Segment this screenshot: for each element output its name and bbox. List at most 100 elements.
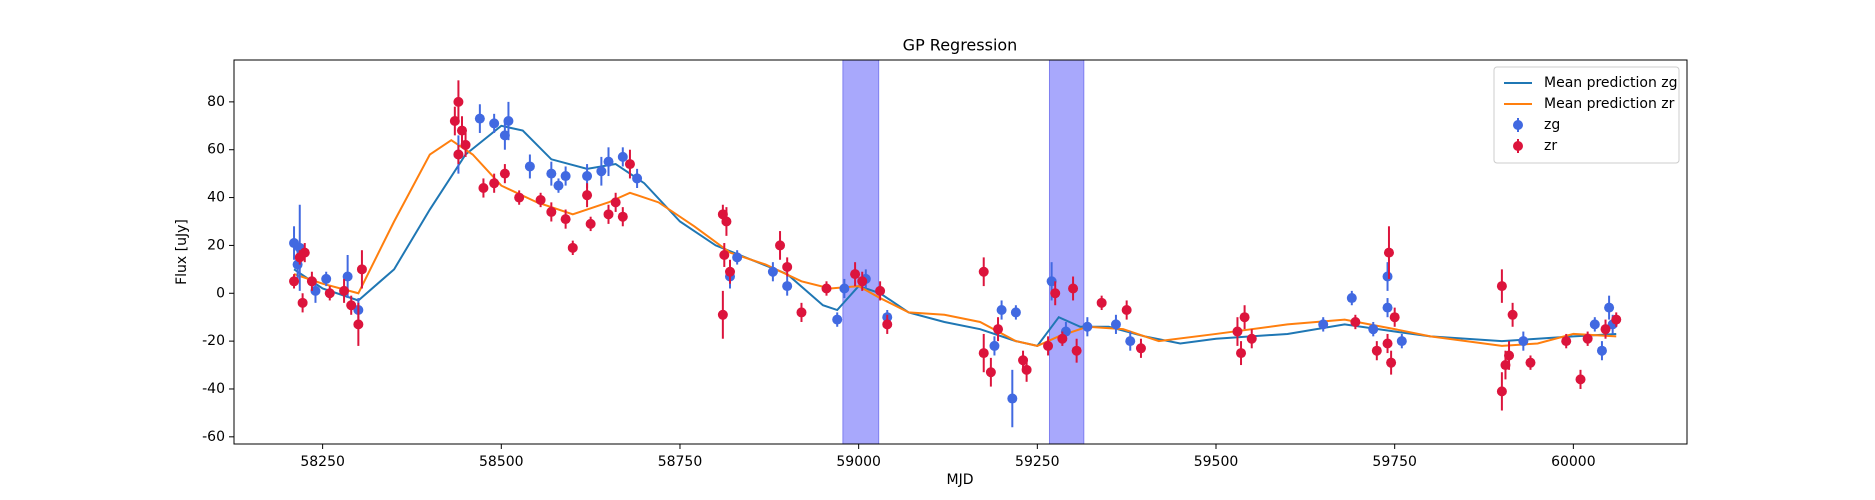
data-point <box>456 125 467 136</box>
axes-frame <box>233 59 1688 445</box>
data-point <box>1382 302 1393 313</box>
data-point <box>353 319 364 330</box>
y-tick-label: 60 <box>207 142 225 158</box>
data-point <box>324 288 335 299</box>
shaded-span <box>842 60 880 444</box>
data-point <box>449 116 460 127</box>
data-point <box>1068 283 1079 294</box>
data-point <box>1232 326 1243 337</box>
data-point <box>1021 364 1032 375</box>
x-tick-label: 59500 <box>1194 454 1239 470</box>
data-point <box>1043 340 1054 351</box>
data-point <box>832 314 843 325</box>
x-tick-label: 59750 <box>1372 454 1417 470</box>
data-point <box>460 139 471 150</box>
data-point <box>1589 319 1600 330</box>
data-point <box>725 266 736 277</box>
data-point <box>1575 374 1586 385</box>
y-tick-label: 40 <box>207 190 225 206</box>
legend-marker <box>1513 141 1523 151</box>
x-axis-label: MJD <box>947 472 974 488</box>
data-point <box>796 307 807 318</box>
data-point <box>1496 281 1507 292</box>
data-point <box>978 266 989 277</box>
plot-area <box>289 60 1622 444</box>
x-tick-label: 59000 <box>836 454 881 470</box>
data-point <box>1371 345 1382 356</box>
data-point <box>850 269 861 280</box>
data-point <box>553 180 564 191</box>
data-point <box>839 283 850 294</box>
data-point <box>1007 393 1018 404</box>
data-point <box>1604 302 1615 313</box>
y-tick-label: 0 <box>216 285 225 301</box>
x-tick-label: 59250 <box>1015 454 1060 470</box>
data-point <box>560 214 571 225</box>
legend-marker <box>1513 120 1523 130</box>
data-point <box>624 159 635 170</box>
data-point <box>582 190 593 201</box>
x-tick-label: 58250 <box>300 454 345 470</box>
data-point <box>503 116 514 127</box>
data-point <box>306 276 317 287</box>
data-point <box>1504 350 1515 361</box>
data-point <box>1525 357 1536 368</box>
data-point <box>499 168 510 179</box>
data-point <box>717 309 728 320</box>
data-point <box>632 173 643 184</box>
data-point <box>1382 271 1393 282</box>
data-point <box>1368 324 1379 335</box>
data-point <box>1246 333 1257 344</box>
x-tick-label: 58500 <box>479 454 524 470</box>
legend-label: zg <box>1544 117 1560 133</box>
data-point <box>474 113 485 124</box>
data-point <box>1082 321 1093 332</box>
data-point <box>978 348 989 359</box>
data-point <box>989 340 1000 351</box>
data-point <box>310 285 321 296</box>
data-point <box>1382 338 1393 349</box>
data-point <box>782 261 793 272</box>
data-point <box>1046 276 1057 287</box>
data-point <box>1561 336 1572 347</box>
legend-label: Mean prediction zr <box>1544 96 1675 112</box>
data-point <box>346 300 357 311</box>
data-point <box>610 197 621 208</box>
data-point <box>1018 355 1029 366</box>
data-point <box>1057 333 1068 344</box>
x-tick-label: 58750 <box>658 454 703 470</box>
data-point <box>596 166 607 177</box>
y-tick-label: -40 <box>202 381 225 397</box>
data-point <box>1582 333 1593 344</box>
data-point <box>993 324 1004 335</box>
data-point <box>478 183 489 193</box>
x-tick-label: 60000 <box>1551 454 1596 470</box>
mean-line <box>293 124 1617 348</box>
data-point <box>1239 312 1250 323</box>
data-point <box>603 156 614 167</box>
data-point <box>1518 336 1529 347</box>
y-axis-label: Flux [uJy] <box>174 219 190 285</box>
data-point <box>453 96 464 107</box>
data-point <box>1386 357 1397 368</box>
legend-label: Mean prediction zg <box>1544 75 1678 91</box>
data-point <box>1396 336 1407 347</box>
data-point <box>775 240 786 251</box>
data-point <box>1500 360 1511 371</box>
data-point <box>489 118 500 129</box>
y-tick-label: 80 <box>207 94 225 110</box>
data-point <box>821 283 832 294</box>
data-point <box>1135 343 1146 354</box>
data-point <box>1318 319 1329 330</box>
data-point <box>1050 288 1061 299</box>
data-point <box>1507 309 1518 320</box>
data-point <box>297 297 308 308</box>
data-point <box>719 249 730 260</box>
data-point <box>1121 305 1132 316</box>
data-point <box>1600 324 1611 335</box>
data-point <box>1596 345 1607 356</box>
data-point <box>617 151 628 162</box>
data-point <box>1346 293 1357 304</box>
